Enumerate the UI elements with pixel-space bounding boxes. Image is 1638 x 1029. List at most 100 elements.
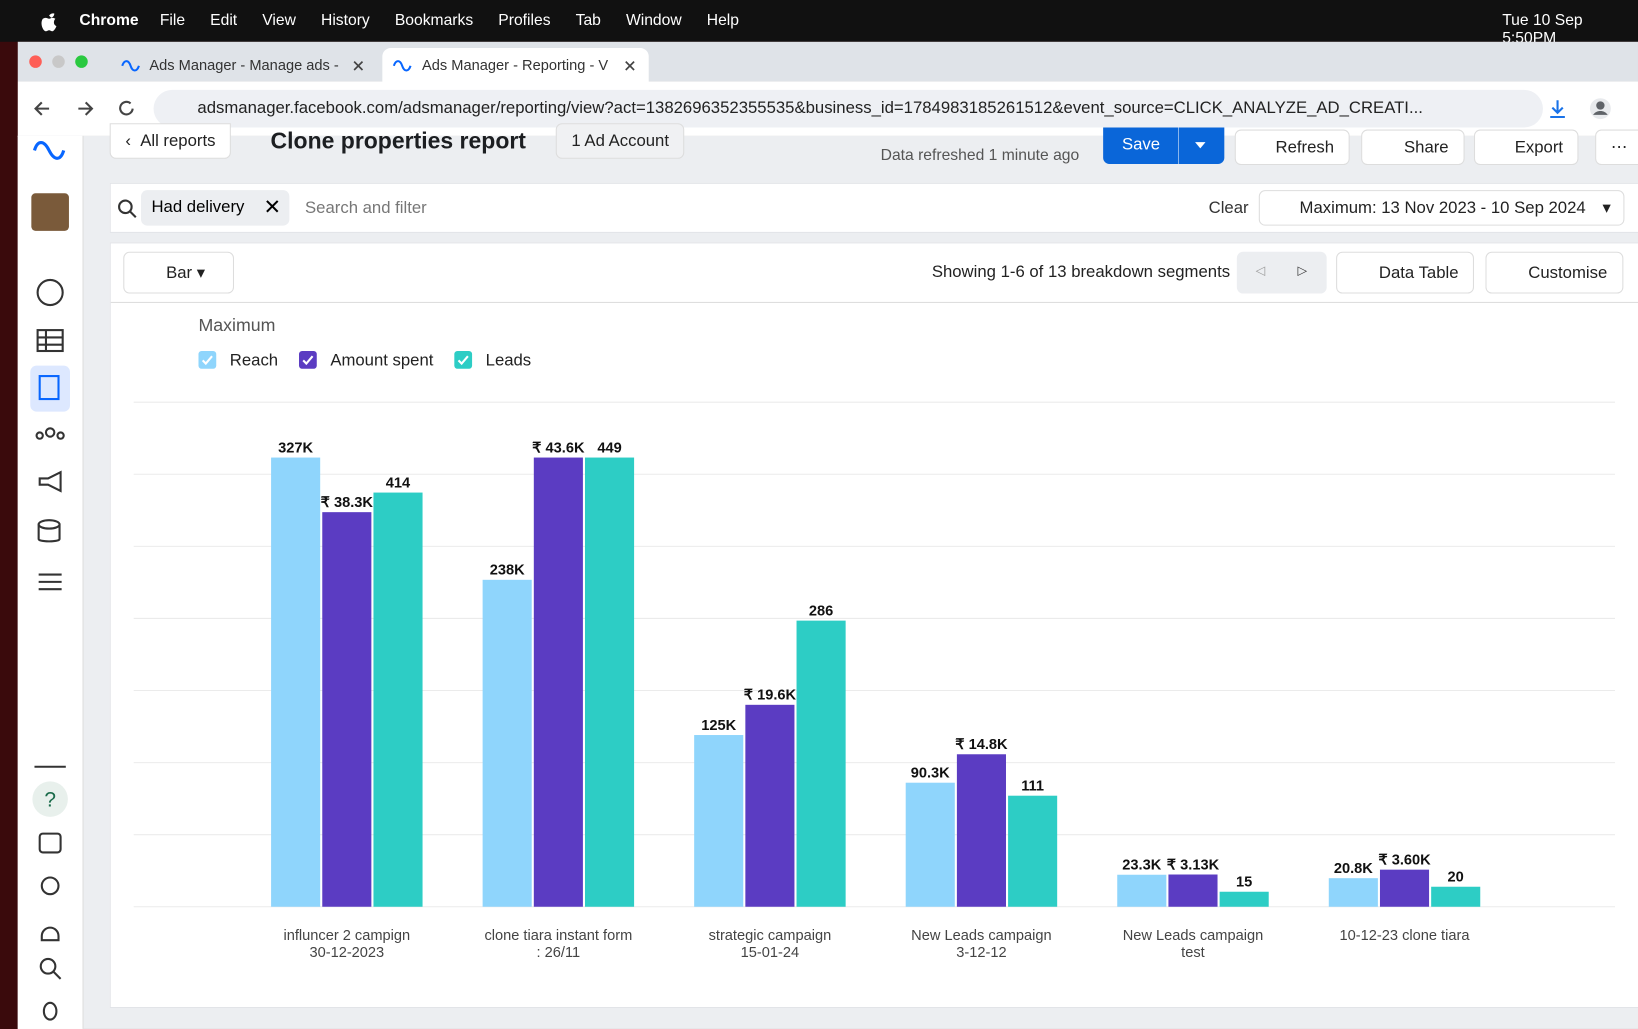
refresh-button[interactable]: Refresh bbox=[1234, 129, 1350, 166]
customise-button[interactable]: Customise bbox=[1485, 251, 1623, 294]
refresh-status: Data refreshed 1 minute ago bbox=[880, 146, 1080, 165]
bar bbox=[905, 782, 955, 907]
bar bbox=[1431, 886, 1481, 907]
bar bbox=[533, 457, 583, 907]
sidebar-icons: ? bbox=[30, 141, 70, 1021]
menu-item[interactable]: Bookmarks bbox=[394, 11, 474, 30]
data-label: 20.8K bbox=[1334, 861, 1373, 877]
x-tick-label: influncer 2 campign bbox=[283, 928, 410, 944]
data-label: ₹ 38.3K bbox=[321, 495, 374, 511]
divider bbox=[110, 301, 1638, 303]
browser-icons bbox=[1550, 98, 1611, 120]
bar bbox=[956, 754, 1006, 907]
help-button[interactable]: ? bbox=[44, 788, 56, 811]
menu-bar: Chrome File Edit View History Bookmarks Profi… bbox=[0, 0, 1638, 47]
menu-item[interactable]: Window bbox=[625, 11, 682, 30]
bar bbox=[1328, 878, 1378, 907]
x-tick-label: 3-12-12 bbox=[956, 945, 1006, 961]
data-label: 23.3K bbox=[1122, 858, 1161, 874]
customise-label: Customise bbox=[1528, 264, 1608, 283]
data-table-label: Data Table bbox=[1378, 264, 1459, 283]
data-label: 90.3K bbox=[911, 765, 950, 781]
clear-button[interactable]: Clear bbox=[1208, 199, 1249, 218]
bar bbox=[482, 579, 532, 907]
tab-icons bbox=[121, 60, 635, 72]
share-button[interactable]: Share bbox=[1361, 129, 1465, 166]
legend-label: Reach bbox=[230, 351, 278, 370]
tab-bar: Ads Manager - Manage ads - Ads Manager -… bbox=[17, 41, 1638, 82]
pager[interactable]: ◁ ▷ bbox=[1236, 251, 1327, 294]
back-label: All reports bbox=[140, 132, 216, 151]
check-mark bbox=[302, 355, 314, 366]
account-label: 1 Ad Account bbox=[571, 132, 669, 151]
filter-chip[interactable]: Had delivery ✕ bbox=[141, 190, 290, 226]
chart-panel: Bar ▾ Showing 1-6 of 13 breakdown segmen… bbox=[109, 242, 1638, 1009]
data-label: 327K bbox=[278, 440, 313, 456]
data-label: 125K bbox=[701, 718, 736, 734]
tab-active[interactable]: Ads Manager - Reporting - V bbox=[382, 48, 649, 82]
legend-item[interactable]: Reach bbox=[198, 351, 278, 370]
menu-item[interactable]: Help bbox=[706, 11, 740, 30]
bar bbox=[1168, 874, 1218, 907]
data-label: 286 bbox=[809, 603, 833, 619]
x-tick-label: strategic campaign bbox=[709, 928, 832, 944]
data-label: ₹ 3.13K bbox=[1167, 857, 1220, 873]
data-label: 20 bbox=[1448, 870, 1464, 886]
menu-item[interactable]: Edit bbox=[210, 11, 238, 30]
filter-bar: Had delivery ✕ Search and filter Clear Ma… bbox=[109, 182, 1638, 233]
bar bbox=[694, 735, 744, 907]
search-placeholder[interactable]: Search and filter bbox=[305, 199, 427, 218]
legend-label: Leads bbox=[486, 351, 532, 370]
bar bbox=[1379, 869, 1430, 907]
segment-count: Showing 1-6 of 13 breakdown segments bbox=[931, 263, 1231, 282]
menu-item[interactable]: Tab bbox=[575, 11, 601, 30]
bar bbox=[373, 492, 423, 907]
save-menu bbox=[1178, 127, 1206, 165]
nav-buttons[interactable] bbox=[32, 98, 136, 119]
menu-item[interactable]: File bbox=[159, 11, 186, 30]
data-label: 111 bbox=[1021, 778, 1044, 794]
x-tick-label: 10-12-23 clone tiara bbox=[1340, 928, 1471, 944]
window-controls bbox=[29, 55, 88, 68]
data-table-button[interactable]: Data Table bbox=[1336, 251, 1475, 294]
menu-item[interactable]: View bbox=[262, 11, 296, 30]
chart: Maximum Reach Amount spent Leads influncer … bbox=[133, 315, 1616, 961]
export-button[interactable]: Export bbox=[1473, 129, 1579, 166]
back-button[interactable]: ‹ All reports bbox=[109, 123, 232, 159]
bar bbox=[271, 457, 321, 907]
app-name[interactable]: Chrome bbox=[79, 11, 139, 30]
data-label: 449 bbox=[597, 440, 621, 456]
account-button[interactable]: 1 Ad Account bbox=[555, 123, 685, 159]
legend-checkbox bbox=[454, 350, 473, 369]
more-button[interactable]: ⋯ bbox=[1595, 129, 1638, 166]
bar bbox=[322, 512, 372, 907]
x-tick-label: New Leads campaign bbox=[1123, 928, 1263, 944]
bar bbox=[1117, 874, 1167, 907]
report-title: Clone properties report bbox=[270, 127, 526, 154]
chart-type-button[interactable]: Bar ▾ bbox=[123, 251, 234, 294]
url-field[interactable]: adsmanager.facebook.com/adsmanager/repor… bbox=[153, 89, 1543, 128]
menu-item[interactable]: History bbox=[320, 11, 370, 30]
legend-label: Amount spent bbox=[330, 351, 433, 370]
x-tick-label: New Leads campaign bbox=[911, 928, 1052, 944]
data-label: ₹ 19.6K bbox=[744, 688, 797, 704]
chip-label: Had delivery bbox=[151, 198, 245, 217]
bar bbox=[584, 457, 635, 907]
legend-item[interactable]: Leads bbox=[454, 351, 531, 370]
save-label: Save bbox=[1121, 135, 1161, 154]
tab-title: Ads Manager - Manage ads - bbox=[149, 56, 339, 74]
legend-item[interactable]: Amount spent bbox=[299, 351, 434, 370]
bar bbox=[1008, 795, 1058, 907]
x-tick-label: clone tiara instant form bbox=[484, 928, 632, 944]
x-tick-label: 30-12-2023 bbox=[309, 945, 384, 961]
date-label: Maximum: 13 Nov 2023 - 10 Sep 2024 bbox=[1299, 199, 1586, 218]
menu-item[interactable]: Profiles bbox=[498, 11, 551, 30]
save-button[interactable]: Save bbox=[1103, 127, 1225, 165]
x-tick-label: 15-01-24 bbox=[741, 945, 799, 961]
chart-title: Maximum bbox=[198, 315, 275, 335]
date-picker[interactable]: Maximum: 13 Nov 2023 - 10 Sep 2024 ▾ bbox=[1258, 190, 1625, 226]
legend-checkbox bbox=[299, 350, 317, 369]
bar bbox=[1219, 891, 1269, 907]
tab[interactable]: Ads Manager - Manage ads - bbox=[110, 48, 371, 81]
